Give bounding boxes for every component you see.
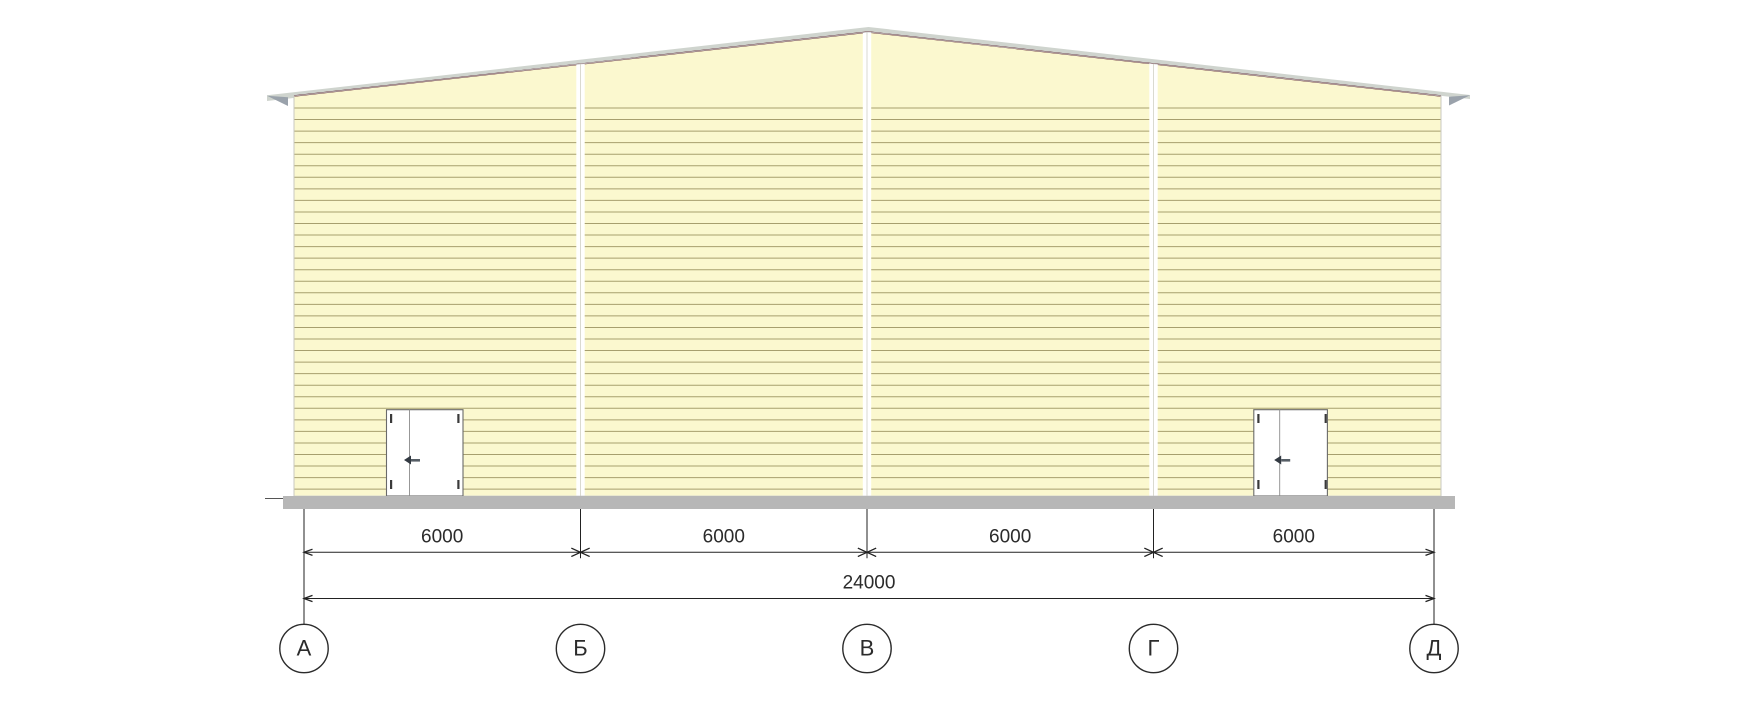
svg-text:6000: 6000 <box>1273 526 1315 547</box>
svg-text:A: A <box>297 636 312 661</box>
svg-text:Д: Д <box>1427 636 1442 661</box>
svg-text:Б: Б <box>573 636 587 661</box>
svg-text:6000: 6000 <box>421 526 463 547</box>
svg-text:В: В <box>860 636 875 661</box>
svg-text:6000: 6000 <box>703 526 745 547</box>
svg-text:Г: Г <box>1148 636 1160 661</box>
svg-text:6000: 6000 <box>989 526 1031 547</box>
svg-text:24000: 24000 <box>843 573 896 594</box>
